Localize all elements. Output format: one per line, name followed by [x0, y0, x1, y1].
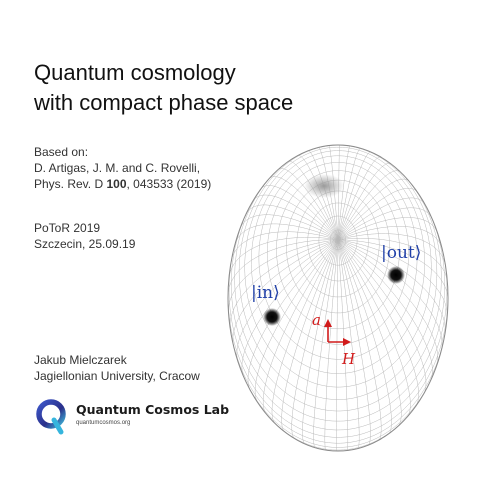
journal-pages: , 043533 (2019): [126, 177, 212, 191]
mesh-line: [337, 145, 351, 240]
author-affiliation: Jagiellonian University, Cracow: [34, 369, 200, 383]
mesh-line: [324, 239, 339, 451]
mesh-line: [228, 234, 448, 431]
journal-volume: 100: [106, 177, 127, 191]
lab-name: Quantum Cosmos Lab: [76, 402, 230, 417]
title-line-2: with compact phase space: [34, 90, 294, 115]
mesh-line: [234, 223, 339, 245]
mesh-line: [337, 238, 448, 284]
mesh-line: [318, 147, 339, 240]
based-on-label: Based on:: [34, 145, 89, 159]
mesh-line: [328, 145, 339, 240]
mesh-line: [337, 239, 382, 441]
mesh-line: [254, 239, 339, 404]
mesh-line: [337, 233, 446, 267]
mesh-line: [337, 239, 443, 352]
mesh-line: [228, 318, 448, 444]
q-logo-icon: [36, 399, 66, 435]
reference-authors: D. Artigas, J. M. and C. Rovelli,: [34, 161, 201, 175]
mesh-line: [337, 163, 392, 240]
mesh-line: [228, 239, 338, 296]
mesh-line: [337, 207, 433, 240]
mesh-line: [336, 239, 339, 451]
conference-block: PoToR 2019 Szczecin, 25.09.19: [34, 220, 135, 252]
mesh-line: [281, 239, 339, 433]
reference-journal: Phys. Rev. D 100, 043533 (2019): [34, 176, 211, 192]
mesh-line: [337, 239, 392, 435]
mesh-line: [337, 187, 419, 240]
mesh-line: [337, 239, 371, 446]
sphere-outline: [227, 144, 449, 452]
mesh-line: [269, 176, 339, 240]
out-state-point: [387, 266, 405, 284]
mesh-line: [247, 239, 339, 392]
axes: [324, 319, 351, 346]
author-name: Jakub Mielczarek: [34, 353, 127, 367]
mesh-line: [297, 155, 339, 240]
axis-h-label: H: [341, 350, 356, 368]
mesh-line: [337, 239, 419, 407]
author-block: Jakub Mielczarek Jagiellonian University…: [34, 352, 200, 384]
sphere-mesh: [228, 145, 448, 451]
axis-a-arrow: [324, 319, 332, 327]
slide-title: Quantum cosmology with compact phase spa…: [34, 58, 293, 118]
mesh-line: [287, 161, 339, 240]
lab-logo: Quantum Cosmos Lab quantumcosmos.org: [34, 396, 234, 436]
reference-block: Based on: D. Artigas, J. M. and C. Rovel…: [34, 144, 211, 192]
mesh-line: [252, 194, 339, 240]
mesh-line: [337, 239, 439, 367]
in-state-label: |in⟩: [251, 283, 280, 303]
mesh-line: [313, 239, 339, 448]
axis-h-arrow: [343, 338, 351, 346]
mesh-line: [337, 239, 446, 336]
conference-place-date: Szczecin, 25.09.19: [34, 237, 136, 251]
phase-space-sphere: |in⟩ |out⟩ a H: [227, 144, 449, 452]
mesh-line: [302, 239, 339, 445]
mesh-line: [337, 151, 372, 240]
axis-a-label: a: [312, 311, 321, 329]
mesh-line: [277, 168, 339, 240]
mesh-line: [228, 239, 339, 313]
in-state-point: [263, 308, 281, 326]
mesh-line: [236, 239, 339, 363]
mesh-line: [308, 150, 339, 240]
journal-name: Phys. Rev. D: [34, 177, 107, 191]
mesh-line: [239, 214, 339, 240]
lab-url: quantumcosmos.org: [76, 420, 131, 426]
mesh-line: [337, 239, 360, 449]
mesh-line: [271, 239, 339, 424]
mesh-line: [337, 197, 426, 240]
mesh-line: [337, 239, 427, 395]
mesh-line: [337, 226, 443, 251]
mesh-line: [337, 239, 433, 382]
mesh-line: [337, 170, 401, 240]
mesh-line: [337, 148, 361, 240]
mesh-line: [229, 239, 339, 330]
title-line-1: Quantum cosmology: [34, 60, 236, 85]
mesh-line: [262, 239, 339, 414]
mesh-line: [337, 239, 448, 320]
mesh-line: [232, 239, 339, 348]
mesh-line: [337, 239, 411, 418]
mesh-line: [291, 239, 339, 439]
mesh-line: [337, 239, 448, 301]
mesh-line: [337, 239, 402, 427]
mesh-line: [337, 217, 439, 240]
mesh-line: [337, 239, 349, 451]
out-state-label: |out⟩: [381, 243, 421, 263]
mesh-line: [228, 237, 339, 280]
mesh-line: [337, 178, 411, 240]
mesh-line: [260, 185, 339, 240]
north-pole-shading: [304, 174, 344, 198]
mesh-line: [337, 145, 340, 240]
mesh-line: [245, 204, 339, 240]
mesh-line: [231, 231, 339, 261]
mesh-line: [238, 362, 439, 448]
mesh-line: [337, 156, 382, 240]
conference-name: PoToR 2019: [34, 221, 101, 235]
